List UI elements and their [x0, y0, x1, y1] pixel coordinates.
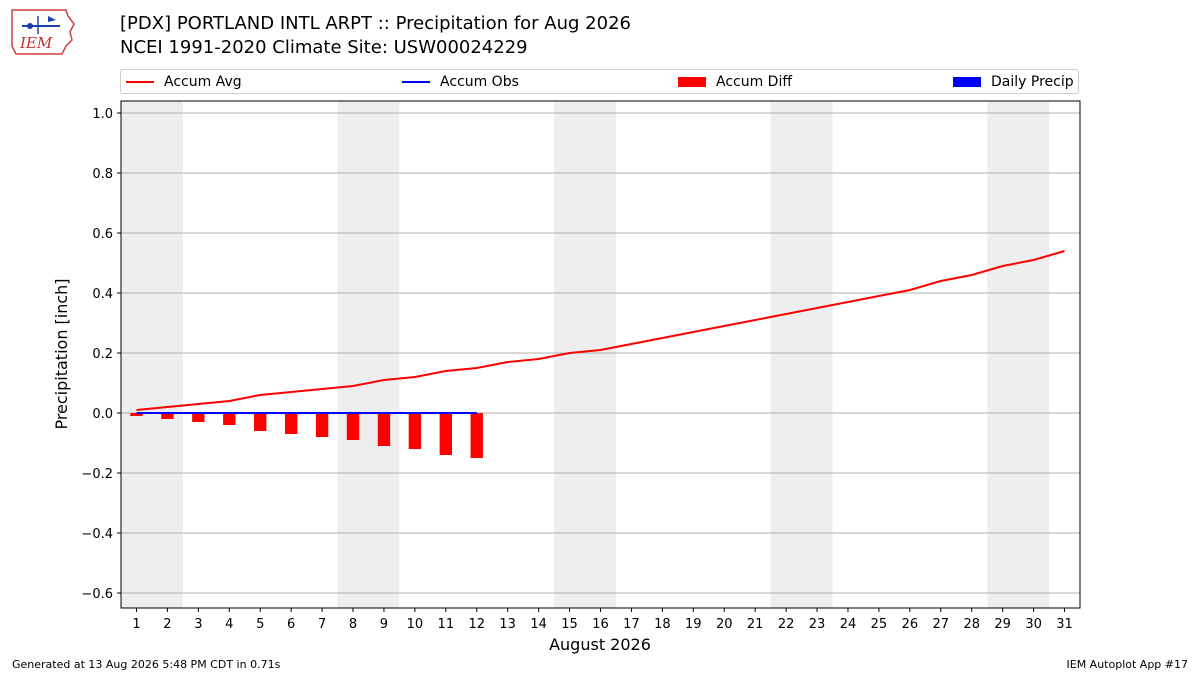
iem-logo: IEM: [11, 9, 75, 55]
x-tick-label: 11: [438, 617, 455, 632]
x-tick-label: 27: [933, 617, 950, 632]
legend-item-accum-avg: Accum Avg: [126, 70, 242, 93]
x-tick-label: 31: [1056, 617, 1073, 632]
diff-bar: [130, 413, 143, 416]
legend-label-accum-obs: Accum Obs: [440, 73, 519, 90]
x-tick-label: 25: [871, 617, 888, 632]
x-tick-label: 12: [468, 617, 485, 632]
y-tick-label: −0.2: [81, 467, 113, 482]
x-tick-label: 22: [778, 617, 795, 632]
chart-subtitle: NCEI 1991-2020 Climate Site: USW00024229: [120, 37, 528, 58]
x-tick-label: 3: [194, 617, 202, 632]
logo-text: IEM: [19, 34, 53, 52]
legend-item-accum-diff: Accum Diff: [678, 70, 792, 93]
diff-bar: [254, 413, 267, 431]
weekend-shade: [987, 101, 1050, 608]
x-tick-label: 17: [623, 617, 640, 632]
legend-swatch-accum-diff: [678, 76, 706, 87]
x-tick-label: 19: [685, 617, 702, 632]
x-tick-label: 4: [225, 617, 233, 632]
x-tick-label: 5: [256, 617, 264, 632]
y-tick-label: −0.6: [81, 587, 113, 602]
generated-timestamp: Generated at 13 Aug 2026 5:48 PM CDT in …: [12, 658, 281, 671]
diff-bar: [377, 413, 391, 446]
diff-bar: [439, 413, 453, 455]
x-tick-label: 21: [747, 617, 764, 632]
chart-title: [PDX] PORTLAND INTL ARPT :: Precipitatio…: [120, 13, 631, 34]
weekend-shade: [337, 101, 400, 608]
diff-bar: [408, 413, 422, 449]
legend-label-accum-avg: Accum Avg: [164, 73, 242, 90]
x-tick-label: 23: [809, 617, 826, 632]
legend-label-daily-precip: Daily Precip: [991, 73, 1074, 90]
x-tick-label: 26: [902, 617, 919, 632]
legend-item-accum-obs: Accum Obs: [402, 70, 519, 93]
x-tick-label: 29: [994, 617, 1011, 632]
legend-swatch-accum-avg: [126, 80, 154, 83]
x-tick-label: 7: [318, 617, 326, 632]
diff-bar: [223, 413, 236, 425]
diff-bar: [346, 413, 360, 440]
accum-avg-line: [136, 250, 1065, 411]
diff-bar: [284, 413, 298, 434]
y-tick-label: 0.6: [92, 227, 113, 242]
x-axis-label: August 2026: [549, 635, 651, 654]
diff-bar: [161, 413, 174, 419]
iowa-outline-icon: [11, 9, 75, 55]
weekend-shade: [770, 101, 833, 608]
legend-swatch-accum-obs: [402, 80, 430, 83]
x-tick-label: 14: [530, 617, 547, 632]
legend-swatch-daily-precip: [953, 76, 981, 87]
x-tick-label: 2: [163, 617, 171, 632]
x-tick-label: 18: [654, 617, 671, 632]
x-tick-label: 20: [716, 617, 733, 632]
diff-bar: [315, 413, 329, 437]
chart-legend: Accum Avg Accum Obs Accum Diff Daily Pre…: [120, 69, 1079, 94]
y-tick-label: 1.0: [92, 107, 113, 122]
diff-bar: [192, 413, 205, 422]
x-tick-label: 13: [499, 617, 516, 632]
x-tick-label: 1: [132, 617, 140, 632]
y-tick-label: −0.4: [81, 527, 113, 542]
x-tick-label: 10: [407, 617, 424, 632]
y-tick-label: 0.2: [92, 347, 113, 362]
x-tick-label: 24: [840, 617, 857, 632]
y-tick-label: 0.4: [92, 287, 113, 302]
legend-label-accum-diff: Accum Diff: [716, 73, 793, 90]
y-axis-label: Precipitation [inch]: [52, 278, 71, 429]
legend-item-daily-precip: Daily Precip: [953, 70, 1074, 93]
app-credit: IEM Autoplot App #17: [1066, 658, 1189, 671]
weekend-shade: [121, 101, 183, 608]
x-tick-label: 8: [349, 617, 357, 632]
diff-bar: [470, 413, 483, 458]
y-tick-label: 0.0: [92, 407, 113, 422]
x-tick-label: 30: [1025, 617, 1042, 632]
x-tick-label: 6: [287, 617, 295, 632]
x-tick-label: 16: [592, 617, 609, 632]
y-tick-label: 0.8: [92, 167, 113, 182]
x-tick-label: 15: [561, 617, 578, 632]
x-tick-label: 9: [380, 617, 388, 632]
x-tick-label: 28: [963, 617, 980, 632]
